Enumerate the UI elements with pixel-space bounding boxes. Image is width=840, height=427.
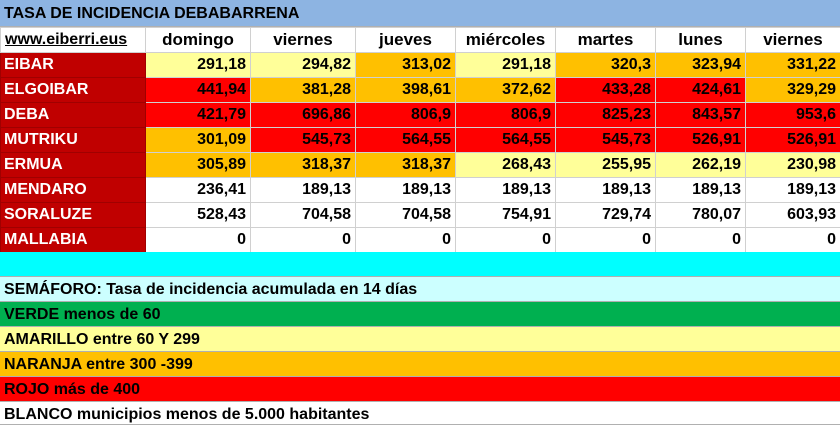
day-header: jueves [356, 28, 456, 53]
incidence-cell: 526,91 [656, 128, 746, 153]
incidence-cell: 189,13 [746, 178, 840, 203]
incidence-cell: 189,13 [356, 178, 456, 203]
incidence-cell: 320,3 [556, 53, 656, 78]
incidence-cell: 603,93 [746, 203, 840, 228]
day-header: viernes [251, 28, 356, 53]
incidence-cell: 526,91 [746, 128, 840, 153]
incidence-cell: 301,09 [146, 128, 251, 153]
incidence-cell: 262,19 [656, 153, 746, 178]
incidence-cell: 433,28 [556, 78, 656, 103]
incidence-cell: 564,55 [456, 128, 556, 153]
incidence-cell: 305,89 [146, 153, 251, 178]
town-name: MALLABIA [1, 228, 146, 253]
incidence-cell: 0 [746, 228, 840, 253]
incidence-cell: 318,37 [251, 153, 356, 178]
incidence-cell: 189,13 [556, 178, 656, 203]
incidence-cell: 0 [146, 228, 251, 253]
day-header: viernes [746, 28, 840, 53]
incidence-cell: 189,13 [656, 178, 746, 203]
incidence-cell: 268,43 [456, 153, 556, 178]
town-name: DEBA [1, 103, 146, 128]
incidence-cell: 441,94 [146, 78, 251, 103]
incidence-cell: 825,23 [556, 103, 656, 128]
incidence-cell: 545,73 [251, 128, 356, 153]
incidence-cell: 421,79 [146, 103, 251, 128]
town-name: ELGOIBAR [1, 78, 146, 103]
town-name: MENDARO [1, 178, 146, 203]
spacer-band [0, 252, 840, 277]
day-header: miércoles [456, 28, 556, 53]
incidence-cell: 398,61 [356, 78, 456, 103]
incidence-cell: 0 [556, 228, 656, 253]
incidence-cell: 806,9 [456, 103, 556, 128]
incidence-cell: 424,61 [656, 78, 746, 103]
incidence-cell: 806,9 [356, 103, 456, 128]
legend-verde: VERDE menos de 60 [0, 302, 840, 327]
incidence-cell: 323,94 [656, 53, 746, 78]
town-name: EIBAR [1, 53, 146, 78]
incidence-cell: 0 [456, 228, 556, 253]
incidence-cell: 564,55 [356, 128, 456, 153]
sheet-title: TASA DE INCIDENCIA DEBABARRENA [0, 0, 840, 27]
incidence-cell: 843,57 [656, 103, 746, 128]
incidence-cell: 189,13 [251, 178, 356, 203]
town-name: MUTRIKU [1, 128, 146, 153]
day-header: lunes [656, 28, 746, 53]
legend-semaforo: SEMÁFORO: Tasa de incidencia acumulada e… [0, 277, 840, 302]
incidence-cell: 331,22 [746, 53, 840, 78]
incidence-cell: 372,62 [456, 78, 556, 103]
incidence-cell: 230,98 [746, 153, 840, 178]
incidence-cell: 0 [656, 228, 746, 253]
incidence-cell: 953,6 [746, 103, 840, 128]
incidence-cell: 291,18 [146, 53, 251, 78]
incidence-cell: 255,95 [556, 153, 656, 178]
incidence-cell: 704,58 [251, 203, 356, 228]
incidence-cell: 291,18 [456, 53, 556, 78]
legend-blanco: BLANCO municipios menos de 5.000 habitan… [0, 402, 840, 425]
incidence-cell: 696,86 [251, 103, 356, 128]
incidence-cell: 313,02 [356, 53, 456, 78]
legend-rojo: ROJO más de 400 [0, 377, 840, 402]
incidence-cell: 729,74 [556, 203, 656, 228]
incidence-cell: 189,13 [456, 178, 556, 203]
incidence-cell: 780,07 [656, 203, 746, 228]
incidence-cell: 0 [251, 228, 356, 253]
incidence-cell: 318,37 [356, 153, 456, 178]
legend-naranja: NARANJA entre 300 -399 [0, 352, 840, 377]
town-name: ERMUA [1, 153, 146, 178]
site-link[interactable]: www.eiberri.eus [1, 28, 146, 53]
day-header: martes [556, 28, 656, 53]
town-name: SORALUZE [1, 203, 146, 228]
incidence-cell: 329,29 [746, 78, 840, 103]
incidence-cell: 754,91 [456, 203, 556, 228]
incidence-cell: 0 [356, 228, 456, 253]
incidence-cell: 294,82 [251, 53, 356, 78]
incidence-cell: 704,58 [356, 203, 456, 228]
incidence-cell: 381,28 [251, 78, 356, 103]
incidence-cell: 236,41 [146, 178, 251, 203]
incidence-cell: 545,73 [556, 128, 656, 153]
legend-amarillo: AMARILLO entre 60 Y 299 [0, 327, 840, 352]
day-header: domingo [146, 28, 251, 53]
incidence-cell: 528,43 [146, 203, 251, 228]
